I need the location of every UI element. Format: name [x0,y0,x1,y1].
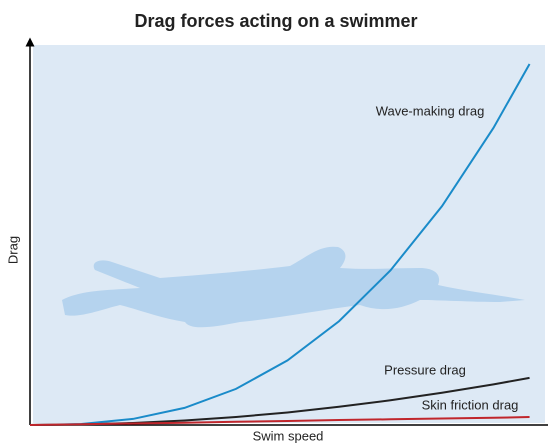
series-label: Pressure drag [384,362,466,377]
series-label: Wave-making drag [376,103,485,118]
swimmer-silhouette [62,246,525,328]
series-label: Skin friction drag [422,397,519,412]
chart-title: Drag forces acting on a swimmer [134,11,417,31]
y-axis-label: Drag [5,236,20,264]
plot-background [33,45,545,423]
series-line [29,63,531,426]
x-axis-label: Swim speed [253,428,324,443]
series-line [29,416,530,426]
